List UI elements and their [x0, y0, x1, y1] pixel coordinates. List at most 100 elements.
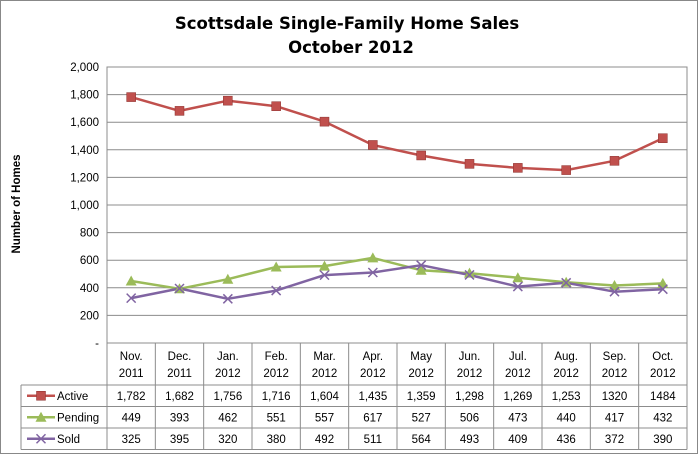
data-point-active	[464, 159, 475, 169]
x-tick-label: Mar.	[313, 351, 335, 363]
x-tick-label: May	[410, 351, 432, 363]
data-point-sold	[367, 267, 378, 278]
data-label: 320	[218, 434, 237, 446]
series-line-sold	[130, 263, 663, 301]
data-label: 395	[170, 434, 189, 446]
chart-subtitle: October 2012	[288, 38, 414, 57]
data-point-sold	[512, 281, 523, 292]
y-tick-label: 200	[80, 310, 99, 322]
x-tick-label: Oct.	[652, 351, 673, 363]
x-tick-label: Dec.	[168, 351, 192, 363]
y-tick-label: 1,600	[70, 117, 99, 129]
data-label: 417	[605, 412, 624, 424]
data-point-sold-stroke	[657, 284, 668, 295]
legend-key-marker	[35, 433, 47, 444]
data-label: 511	[364, 434, 382, 446]
x-tick-label: Feb.	[265, 351, 288, 363]
data-point-sold	[271, 285, 282, 296]
y-tick-label: 400	[80, 283, 99, 295]
data-point-sold	[609, 286, 620, 297]
data-label: 1,435	[358, 391, 387, 403]
y-tick-label: 1,000	[70, 200, 99, 212]
data-label: 1,298	[455, 391, 484, 403]
data-label: 1,682	[165, 391, 194, 403]
x-tick-label: 2012	[457, 368, 483, 380]
data-label: 409	[508, 434, 527, 446]
data-label: 1,782	[117, 391, 146, 403]
data-point-sold-stroke	[271, 285, 282, 296]
legend-entry: Pending	[57, 412, 99, 424]
data-point-active	[174, 106, 185, 116]
x-tick-label: 2011	[167, 368, 192, 380]
x-tick-label: 2012	[312, 368, 338, 380]
x-tick-label: 2012	[360, 368, 386, 380]
x-tick-label: 2012	[602, 368, 628, 380]
legend-key-marker	[35, 411, 47, 422]
data-label: 372	[605, 434, 624, 446]
y-axis-label: Number of Homes	[11, 154, 23, 253]
data-point-sold-stroke	[464, 269, 475, 280]
data-label: 1,359	[407, 391, 436, 403]
series-line-pending	[131, 256, 663, 291]
data-point-sold	[416, 260, 427, 271]
data-point-pending	[609, 279, 620, 290]
data-label: 1,269	[503, 391, 532, 403]
data-point-active	[319, 116, 330, 127]
data-point-pending	[125, 275, 137, 286]
y-tick-label: -	[95, 338, 99, 350]
series-lines	[130, 95, 664, 301]
data-point-sold-stroke	[609, 286, 620, 297]
data-label: 492	[315, 434, 334, 446]
x-tick-label: 2012	[505, 368, 531, 380]
y-tick-label: 800	[80, 228, 99, 240]
x-tick-label: Apr.	[363, 351, 383, 363]
x-tick-label: Aug.	[554, 351, 578, 363]
y-tick-label: 2,000	[70, 62, 99, 74]
data-label: 393	[170, 412, 189, 424]
data-label: 436	[557, 434, 576, 446]
data-point-sold	[126, 293, 137, 304]
series-markers	[125, 92, 669, 304]
data-point-active	[368, 140, 378, 150]
x-tick-label: 2012	[263, 368, 289, 380]
x-tick-label: Nov.	[120, 351, 143, 363]
data-label: 527	[412, 412, 431, 424]
data-label: 462	[218, 412, 237, 424]
x-tick-label: Jul.	[509, 351, 527, 363]
data-label: 325	[122, 434, 141, 446]
data-point-sold	[222, 293, 233, 304]
legend-entry: Active	[57, 391, 88, 403]
data-point-active	[658, 133, 668, 143]
data-point-pending	[319, 260, 330, 271]
data-label: 1,604	[310, 391, 339, 403]
data-label: 473	[508, 412, 527, 424]
data-label: 1,756	[213, 391, 242, 403]
x-tick-label: Jun.	[459, 351, 481, 363]
data-point-sold-stroke	[416, 260, 427, 271]
data-point-sold	[464, 269, 475, 280]
y-tick-label: 1,200	[70, 172, 99, 184]
data-label: 557	[315, 412, 334, 424]
x-tick-label: Jan.	[217, 351, 239, 363]
data-point-sold-stroke	[561, 277, 572, 288]
data-point-sold	[174, 283, 185, 294]
data-point-sold-stroke	[174, 283, 185, 294]
data-point-active	[513, 163, 523, 173]
legend-key-marker-stroke	[35, 433, 47, 444]
y-tick-label: 1,800	[70, 90, 99, 102]
legend-key-marker	[36, 391, 46, 401]
y-tick-label: 1,400	[70, 145, 99, 157]
data-point-sold-stroke	[319, 270, 330, 281]
data-label: 390	[653, 434, 672, 446]
data-label: 380	[267, 434, 286, 446]
data-label: 564	[412, 434, 432, 446]
x-tick-label: 2011	[119, 368, 144, 380]
data-table: Nov. 2011 Dec. 2011 Jan. 2012 Feb. 2012 Mar. 2012…	[20, 343, 688, 450]
data-point-pending	[512, 272, 524, 283]
data-point-active	[223, 95, 233, 106]
data-point-sold-stroke	[512, 281, 523, 292]
data-point-active	[416, 150, 426, 161]
data-label: 506	[460, 412, 479, 424]
data-point-pending	[270, 261, 282, 272]
